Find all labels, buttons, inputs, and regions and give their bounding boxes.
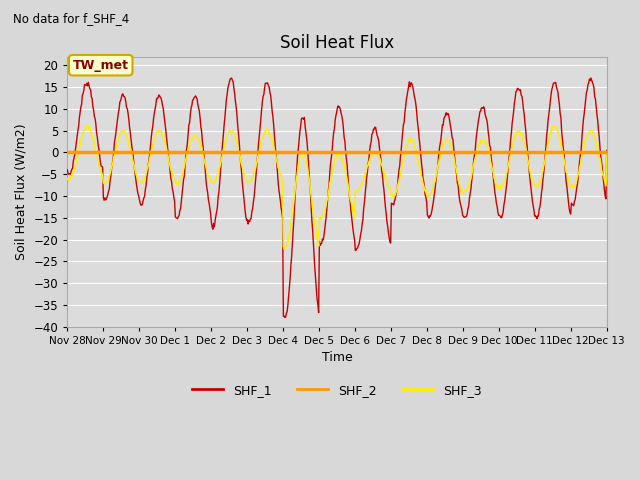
Legend: SHF_1, SHF_2, SHF_3: SHF_1, SHF_2, SHF_3: [187, 379, 487, 402]
Y-axis label: Soil Heat Flux (W/m2): Soil Heat Flux (W/m2): [15, 123, 28, 260]
X-axis label: Time: Time: [322, 351, 353, 364]
Text: No data for f_SHF_4: No data for f_SHF_4: [13, 12, 129, 25]
Text: TW_met: TW_met: [73, 59, 129, 72]
Title: Soil Heat Flux: Soil Heat Flux: [280, 34, 394, 52]
